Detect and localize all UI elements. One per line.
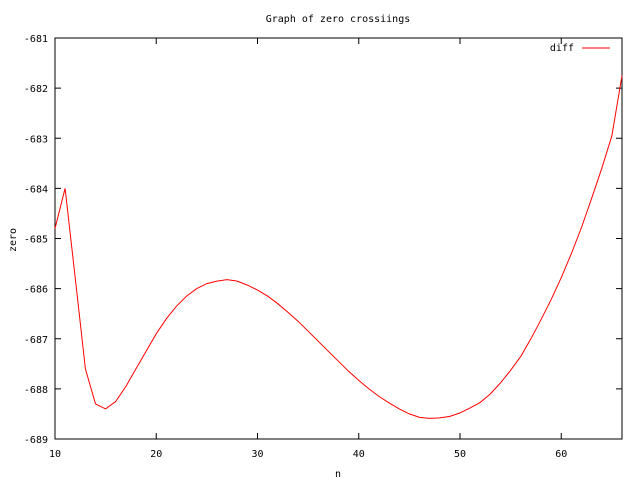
y-tick-label: -685 [24, 235, 48, 246]
series-line-diff [54, 75, 623, 419]
x-tick-label: 30 [251, 449, 263, 460]
x-axis-label: n [335, 469, 341, 480]
y-axis: -681 -682 -683 -684 -685 -686 -687 -688 -689 [24, 34, 622, 446]
plot-frame [54, 37, 623, 440]
series-layer [54, 75, 623, 419]
y-tick-label: -688 [24, 385, 48, 396]
y-tick-label: -687 [24, 335, 48, 346]
y-tick-label: -686 [24, 285, 48, 296]
legend-label-diff: diff [550, 43, 574, 54]
x-tick-label: 60 [555, 449, 567, 460]
legend: diff [550, 43, 610, 54]
y-tick-label: -681 [24, 34, 48, 45]
y-tick-label: -683 [24, 134, 48, 145]
y-axis-label: zero [8, 228, 19, 252]
y-tick-label: -684 [24, 184, 48, 195]
x-tick-label: 40 [353, 449, 365, 460]
x-tick-label: 20 [150, 449, 162, 460]
chart-title: Graph of zero crossiings [266, 14, 411, 25]
y-tick-label: -682 [24, 84, 48, 95]
x-tick-label: 50 [454, 449, 466, 460]
x-tick-label: 10 [49, 449, 61, 460]
y-tick-label: -689 [24, 435, 48, 446]
x-axis: 10 20 30 40 50 60 [49, 38, 567, 460]
